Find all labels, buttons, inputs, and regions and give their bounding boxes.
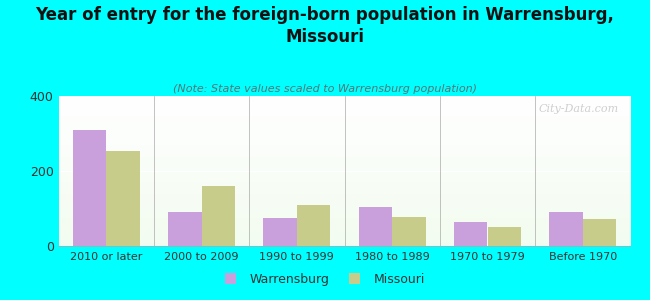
Text: City-Data.com: City-Data.com bbox=[539, 103, 619, 113]
Bar bbox=[359, 207, 392, 246]
Bar bbox=[202, 186, 235, 246]
Bar bbox=[168, 212, 202, 246]
Bar bbox=[106, 151, 140, 246]
Bar bbox=[488, 227, 521, 246]
Bar bbox=[263, 218, 297, 246]
Bar bbox=[583, 219, 616, 246]
Bar bbox=[454, 222, 488, 246]
Bar bbox=[549, 212, 583, 246]
Text: Year of entry for the foreign-born population in Warrensburg,
Missouri: Year of entry for the foreign-born popul… bbox=[36, 6, 614, 46]
Text: (Note: State values scaled to Warrensburg population): (Note: State values scaled to Warrensbur… bbox=[173, 84, 477, 94]
Legend: Warrensburg, Missouri: Warrensburg, Missouri bbox=[220, 268, 430, 291]
Bar bbox=[73, 130, 106, 246]
Bar bbox=[392, 217, 426, 246]
Bar bbox=[297, 205, 330, 246]
